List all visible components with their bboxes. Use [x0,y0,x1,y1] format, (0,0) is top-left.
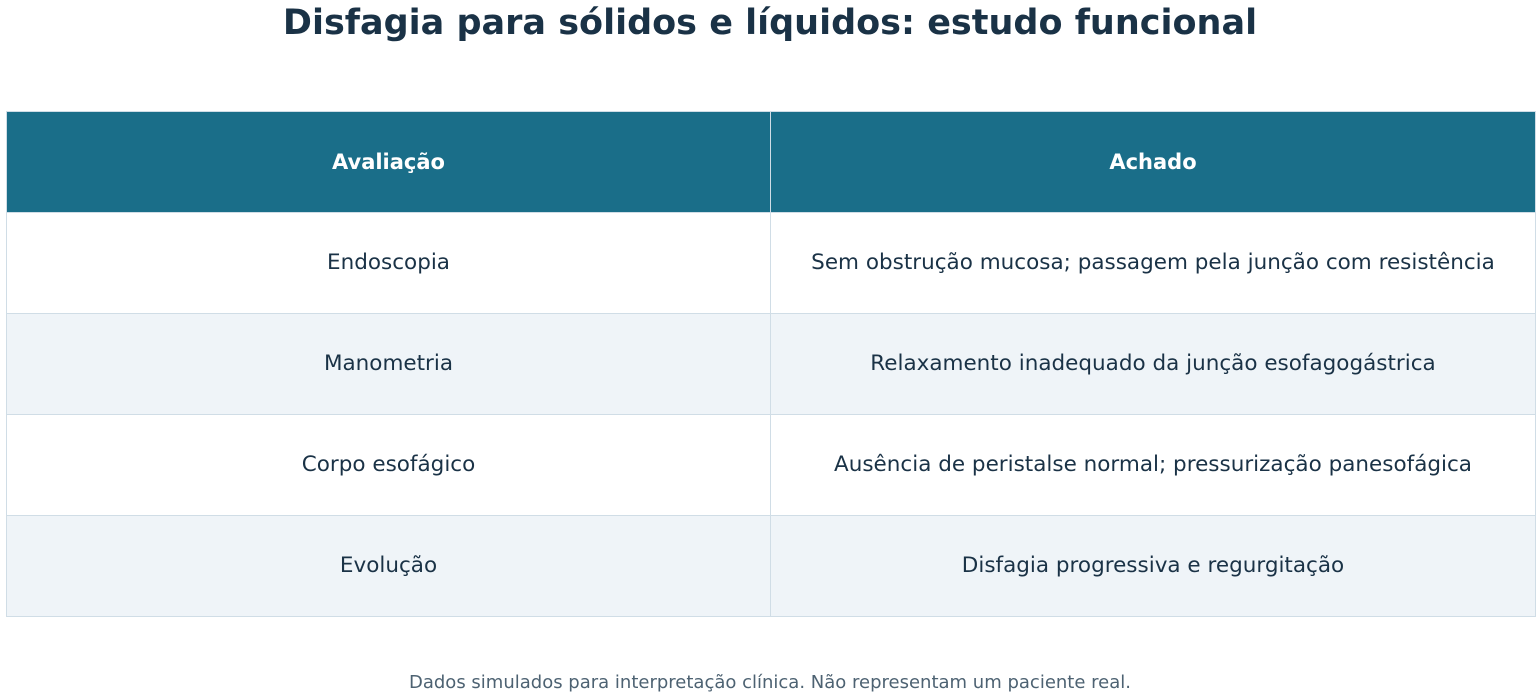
table-row: Manometria Relaxamento inadequado da jun… [6,313,1536,415]
cell-achado: Disfagia progressiva e regurgitação [770,515,1536,617]
table-header-row: Avaliação Achado [6,111,1536,213]
cell-avaliacao: Manometria [6,313,771,415]
cell-achado: Sem obstrução mucosa; passagem pela junç… [770,212,1536,314]
table-row: Corpo esofágico Ausência de peristalse n… [6,414,1536,516]
cell-avaliacao: Evolução [6,515,771,617]
table-row: Evolução Disfagia progressiva e regurgit… [6,515,1536,617]
findings-table: Avaliação Achado Endoscopia Sem obstruçã… [6,111,1536,617]
column-header-achado: Achado [770,111,1536,213]
cell-achado: Ausência de peristalse normal; pressuriz… [770,414,1536,516]
cell-achado: Relaxamento inadequado da junção esofago… [770,313,1536,415]
cell-avaliacao: Endoscopia [6,212,771,314]
chart-title: Disfagia para sólidos e líquidos: estudo… [282,3,1258,43]
cell-avaliacao: Corpo esofágico [6,414,771,516]
table-row: Endoscopia Sem obstrução mucosa; passage… [6,212,1536,314]
column-header-avaliacao: Avaliação [6,111,771,213]
footnote: Dados simulados para interpretação clíni… [408,672,1131,693]
